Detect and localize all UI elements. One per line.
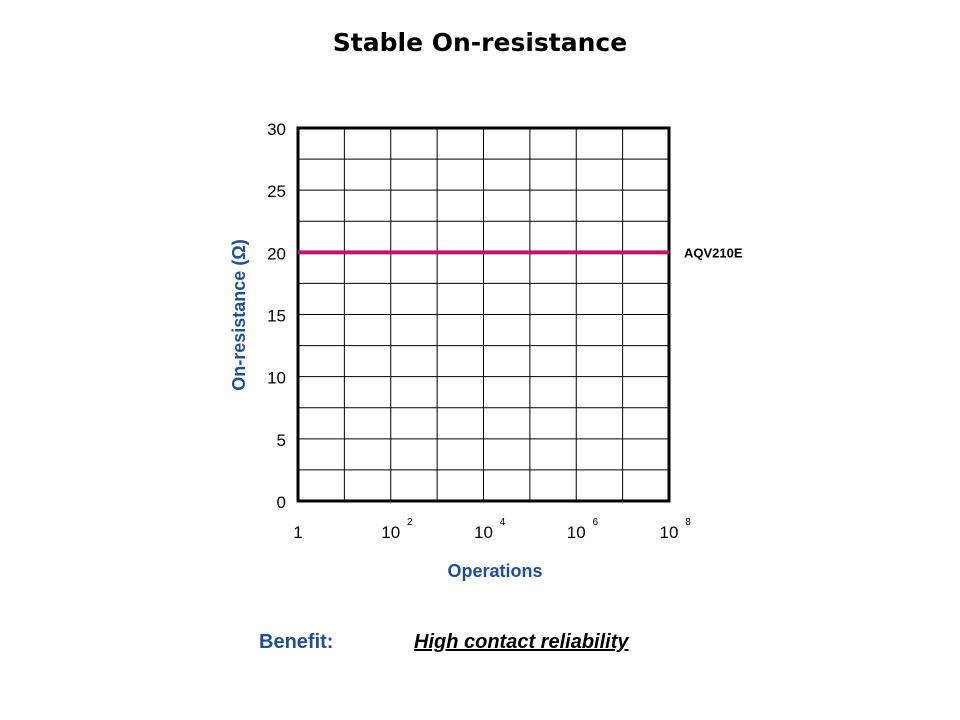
x-tick-exponent: 2	[407, 517, 413, 528]
benefit-label: Benefit:	[259, 631, 334, 653]
x-axis-label: Operations	[447, 561, 542, 581]
series-label: AQV210E	[684, 245, 743, 260]
y-tick-label: 25	[267, 182, 286, 201]
x-tick-exponent: 6	[592, 517, 598, 528]
y-tick-label: 5	[277, 431, 286, 450]
x-tick-label: 10	[381, 523, 400, 542]
benefit-text: High contact reliability	[414, 631, 629, 653]
x-tick-label: 1	[293, 523, 302, 542]
y-tick-label: 30	[267, 120, 286, 139]
x-tick-exponent: 4	[500, 517, 506, 528]
y-axis-label: On-resistance (Ω)	[229, 239, 249, 390]
y-tick-label: 20	[267, 244, 286, 263]
x-tick-exponent: 8	[685, 517, 691, 528]
chart-title: Stable On-resistance	[332, 28, 628, 57]
x-tick-label: 10	[474, 523, 493, 542]
x-tick-label: 10	[660, 523, 679, 542]
y-tick-label: 0	[277, 493, 286, 512]
y-tick-label: 15	[267, 307, 286, 326]
y-tick-label: 10	[267, 369, 286, 388]
x-tick-label: 10	[567, 523, 586, 542]
plot-frame	[296, 126, 671, 503]
